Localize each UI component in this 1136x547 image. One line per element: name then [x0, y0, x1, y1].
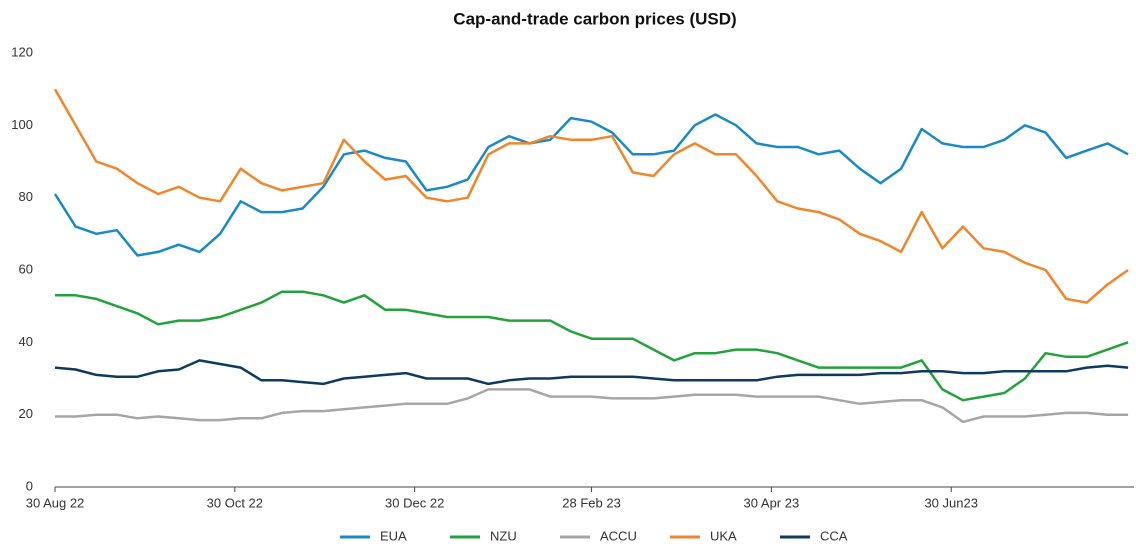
x-tick-label: 30 Dec 22: [385, 495, 444, 510]
x-tick-label: 30 Aug 22: [26, 495, 85, 510]
legend-label: NZU: [490, 528, 517, 543]
chart-title: Cap-and-trade carbon prices (USD): [453, 9, 736, 28]
y-tick-label: 40: [19, 334, 33, 349]
line: [54, 359, 1129, 386]
line: [55, 290, 1129, 402]
line: [55, 388, 1129, 424]
y-tick-label: 60: [19, 261, 33, 276]
y-tick-label: 20: [19, 406, 33, 421]
x-tick-label: 30 Apr 23: [744, 495, 800, 510]
y-tick-label: 100: [11, 117, 33, 132]
line: [53, 113, 1129, 257]
x-tick-label: 28 Feb 23: [562, 495, 621, 510]
legend-label: ACCU: [600, 528, 637, 543]
line: [53, 88, 1129, 304]
x-tick-label: 30 Jun23: [924, 495, 978, 510]
y-tick-label: 120: [11, 44, 33, 59]
legend-label: CCA: [820, 528, 848, 543]
y-tick-label: 0: [26, 478, 33, 493]
legend-label: UKA: [710, 528, 737, 543]
legend-label: EUA: [380, 528, 407, 543]
y-tick-label: 80: [19, 189, 33, 204]
x-tick-label: 30 Oct 22: [207, 495, 263, 510]
